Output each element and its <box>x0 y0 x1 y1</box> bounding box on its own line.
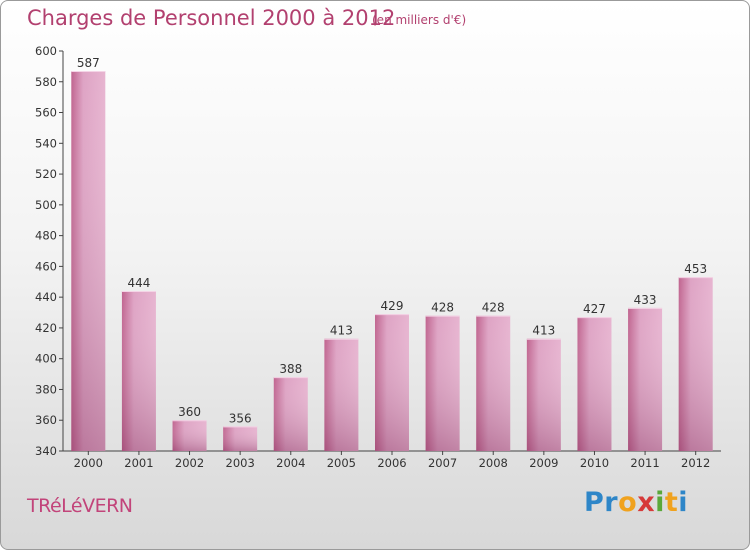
x-tick-label: 2008 <box>479 456 508 470</box>
bar-shade <box>375 314 409 451</box>
data-label: 360 <box>178 405 201 419</box>
y-tick-label: 400 <box>35 352 57 366</box>
bar-shade <box>172 420 207 451</box>
bar-shade <box>425 315 460 451</box>
bar-shade <box>678 277 713 451</box>
x-tick-label: 2007 <box>428 456 457 470</box>
town-name: TRéLéVERN <box>27 495 133 517</box>
chart-subtitle: (en milliers d'€) <box>372 13 467 27</box>
bar-shade <box>273 377 308 451</box>
data-label: 428 <box>482 301 505 315</box>
x-tick-label: 2004 <box>276 456 305 470</box>
data-label: 429 <box>381 299 404 313</box>
data-label: 428 <box>431 301 454 315</box>
y-tick-label: 380 <box>35 382 57 396</box>
proxiti-logo: Proxiti <box>584 487 688 518</box>
y-tick-label: 500 <box>35 198 57 212</box>
y-tick-label: 340 <box>35 444 57 458</box>
x-tick-label: 2000 <box>74 456 103 470</box>
y-tick-label: 600 <box>35 44 57 58</box>
data-label: 413 <box>532 324 555 338</box>
logo-letter: i <box>678 487 689 518</box>
y-tick-label: 580 <box>35 75 57 89</box>
data-label: 453 <box>684 262 707 276</box>
y-tick-label: 360 <box>35 413 57 427</box>
logo-letter: x <box>637 487 656 518</box>
bar-shade <box>121 291 156 451</box>
y-tick-label: 440 <box>35 290 57 304</box>
data-label: 433 <box>634 293 657 307</box>
y-tick-label: 480 <box>35 229 57 243</box>
x-tick-label: 2003 <box>226 456 255 470</box>
x-tick-label: 2005 <box>327 456 356 470</box>
bar-shade <box>71 71 106 451</box>
y-tick-label: 540 <box>35 136 57 150</box>
data-label: 427 <box>583 302 606 316</box>
bar-shade <box>324 338 359 451</box>
logo-letter: t <box>664 487 679 518</box>
bar-shade <box>526 338 561 451</box>
logo-letter: r <box>604 487 619 518</box>
data-label: 587 <box>77 56 100 70</box>
data-label: 413 <box>330 324 353 338</box>
x-tick-label: 2009 <box>529 456 558 470</box>
x-tick-label: 2002 <box>175 456 204 470</box>
logo-letter: P <box>584 487 605 518</box>
data-label: 356 <box>229 411 252 425</box>
data-label: 388 <box>279 362 302 376</box>
y-tick-label: 560 <box>35 106 57 120</box>
x-tick-label: 2001 <box>124 456 153 470</box>
y-tick-label: 520 <box>35 167 57 181</box>
y-tick-label: 460 <box>35 259 57 273</box>
x-tick-label: 2011 <box>630 456 659 470</box>
chart-title: Charges de Personnel 2000 à 2012 <box>27 6 396 30</box>
bar-shade <box>577 317 612 451</box>
bar-shade <box>628 307 663 451</box>
logo-letter: o <box>618 487 638 518</box>
bar-shade <box>223 426 258 451</box>
x-tick-label: 2006 <box>377 456 406 470</box>
bar-shade <box>476 315 511 451</box>
logo-letter: i <box>655 487 665 518</box>
x-tick-label: 2012 <box>681 456 710 470</box>
data-label: 444 <box>127 276 150 290</box>
y-tick-label: 420 <box>35 321 57 335</box>
x-tick-label: 2010 <box>580 456 609 470</box>
